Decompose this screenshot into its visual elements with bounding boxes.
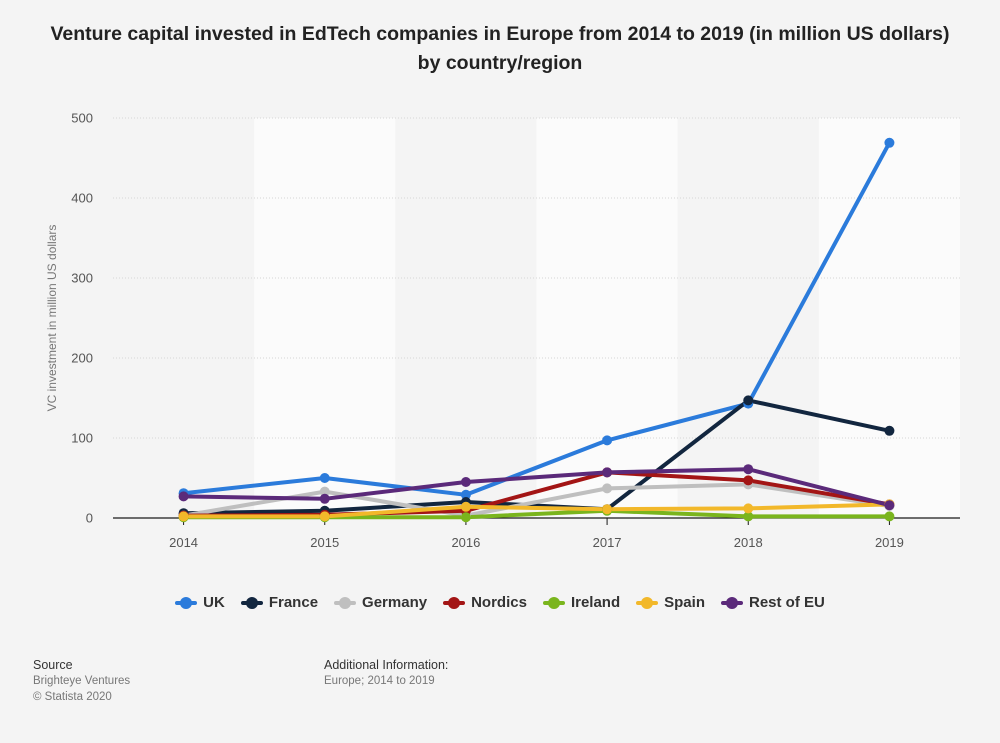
legend-swatch (542, 596, 565, 609)
series-line-france (181, 398, 892, 516)
series-line-uk (181, 140, 892, 497)
additional-info-text: Europe; 2014 to 2019 (324, 675, 435, 687)
legend-item-uk[interactable]: UK (175, 594, 225, 611)
y-axis-label: VC investment in million US dollars (45, 225, 59, 412)
x-tick-label: 2019 (875, 535, 904, 550)
data-point-ireland (743, 511, 754, 522)
source-block: Source Brighteye Ventures © Statista 202… (33, 657, 130, 705)
y-tick-label: 200 (71, 351, 93, 366)
y-tick-label: 400 (71, 191, 93, 206)
chart-legend: UK France Germany Nordics Ireland Spain Rest o… (0, 594, 1000, 611)
category-band (113, 118, 255, 518)
data-point-spain (602, 504, 613, 515)
legend-item-ireland[interactable]: Ireland (542, 594, 621, 611)
source-heading: Source (33, 658, 73, 672)
x-tick-label: 2016 (451, 535, 480, 550)
legend-swatch (175, 596, 198, 609)
category-band (254, 118, 396, 518)
x-tick-label: 2014 (169, 535, 198, 550)
category-band (818, 118, 960, 518)
series-line-spain (181, 502, 892, 519)
y-tick-label: 500 (71, 111, 93, 126)
legend-swatch (443, 596, 466, 609)
copyright-line: © Statista 2020 (33, 691, 112, 703)
data-point-uk (460, 489, 471, 500)
category-band (395, 118, 537, 518)
data-point-rest-of-eu (319, 493, 330, 504)
legend-item-nordics[interactable]: Nordics (443, 594, 527, 611)
additional-info-block: Additional Information: Europe; 2014 to … (324, 657, 448, 689)
y-tick-label: 100 (71, 431, 93, 446)
data-point-germany (319, 486, 330, 497)
series-line-germany (181, 482, 892, 518)
data-point-rest-of-eu (602, 467, 613, 478)
legend-label: Rest of EU (748, 594, 825, 611)
category-band (677, 118, 819, 518)
legend-label: Germany (362, 594, 428, 611)
x-tick-label: 2015 (310, 535, 339, 550)
data-point-rest-of-eu (178, 491, 189, 502)
category-band (536, 118, 678, 518)
legend-item-spain[interactable]: Spain (636, 594, 705, 611)
series-line-rest-of-eu (181, 467, 892, 508)
legend-item-rest-of-eu[interactable]: Rest of EU (720, 594, 825, 611)
y-tick-label: 0 (86, 511, 93, 526)
legend-label: UK (203, 594, 225, 611)
data-point-spain (743, 503, 754, 514)
data-point-rest-of-eu (460, 477, 471, 487)
legend-swatch (636, 596, 659, 609)
legend-label: Ireland (570, 594, 621, 611)
y-tick-label: 300 (71, 271, 93, 286)
legend-item-germany[interactable]: Germany (334, 594, 427, 611)
data-point-spain (460, 501, 471, 512)
legend-label: Nordics (471, 594, 527, 611)
legend-label: France (268, 594, 319, 611)
data-point-rest-of-eu (884, 500, 895, 511)
legend-item-france[interactable]: France (240, 594, 319, 611)
data-point-spain (178, 511, 189, 522)
additional-info-heading: Additional Information: (324, 658, 449, 672)
data-point-uk (884, 137, 895, 148)
chart-title: Venture capital invested in EdTech compa… (50, 23, 950, 74)
legend-swatch (334, 596, 357, 609)
data-point-spain (319, 511, 330, 522)
data-point-france (743, 395, 754, 406)
data-point-rest-of-eu (743, 464, 754, 475)
legend-label: Spain (664, 594, 705, 611)
data-point-ireland (884, 511, 895, 522)
data-point-nordics (743, 475, 754, 486)
legend-swatch (720, 596, 743, 609)
data-point-ireland (460, 512, 471, 523)
legend-swatch (240, 596, 263, 609)
source-line: Brighteye Ventures (33, 675, 131, 687)
data-point-uk (602, 435, 613, 446)
data-point-uk (319, 473, 330, 483)
data-point-germany (602, 483, 613, 494)
x-tick-label: 2017 (593, 535, 622, 550)
data-point-france (884, 425, 895, 436)
x-tick-label: 2018 (734, 535, 763, 550)
